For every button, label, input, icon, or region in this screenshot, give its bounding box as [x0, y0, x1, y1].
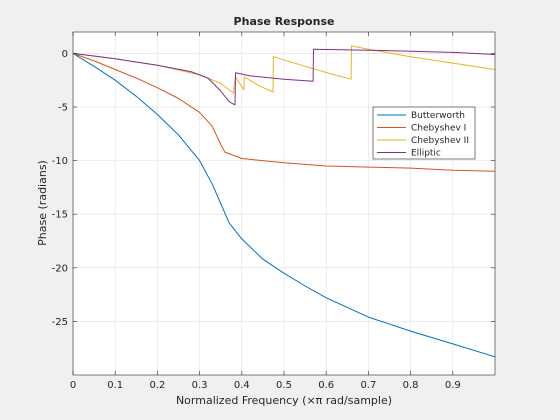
y-tick-label: -25: [52, 317, 68, 328]
legend: Butterworth Chebyshev I Chebyshev II Ellipt…: [372, 106, 476, 160]
x-tick-label: 0.7: [360, 380, 376, 391]
x-tick-label: 0.9: [445, 380, 461, 391]
legend-label-butterworth: Butterworth: [411, 111, 465, 121]
legend-label-chebyshev-ii: Chebyshev II: [411, 136, 469, 146]
x-tick-label: 0.4: [234, 380, 250, 391]
series-line-butterworth: [72, 52, 496, 358]
y-axis-label: Phase (radians): [36, 160, 49, 246]
y-tick-label: -10: [52, 156, 68, 167]
series-line-chebyshev-i: [72, 52, 496, 172]
x-tick-label: 0.1: [107, 380, 123, 391]
series-line-elliptic: [72, 48, 496, 106]
chart-title: Phase Response: [234, 15, 335, 28]
x-tick-label: 0.3: [192, 380, 208, 391]
legend-box: [372, 106, 476, 160]
x-tick-label: 0: [70, 380, 76, 391]
y-tick-label: -20: [52, 263, 68, 274]
legend-label-elliptic: Elliptic: [411, 149, 441, 159]
x-tick-label: 0.6: [318, 380, 334, 391]
x-tick-label: 0.2: [149, 380, 165, 391]
y-tick-label: -5: [58, 103, 68, 114]
y-tick-label: 0: [62, 49, 68, 60]
y-tick-label: -15: [52, 210, 68, 221]
x-axis-label: Normalized Frequency (×π rad/sample): [176, 394, 392, 407]
grid: [72, 32, 495, 375]
tick-group: 0 0.1 0.2 0.3 0.4 0.5 0.6 0.7 0.8 0.9 0 -5 -10 -15 -20…: [52, 32, 495, 391]
legend-label-chebyshev-i: Chebyshev I: [411, 124, 466, 134]
x-tick-label: 0.8: [403, 380, 419, 391]
x-tick-label: 0.5: [276, 380, 292, 391]
series-group: [72, 45, 496, 358]
